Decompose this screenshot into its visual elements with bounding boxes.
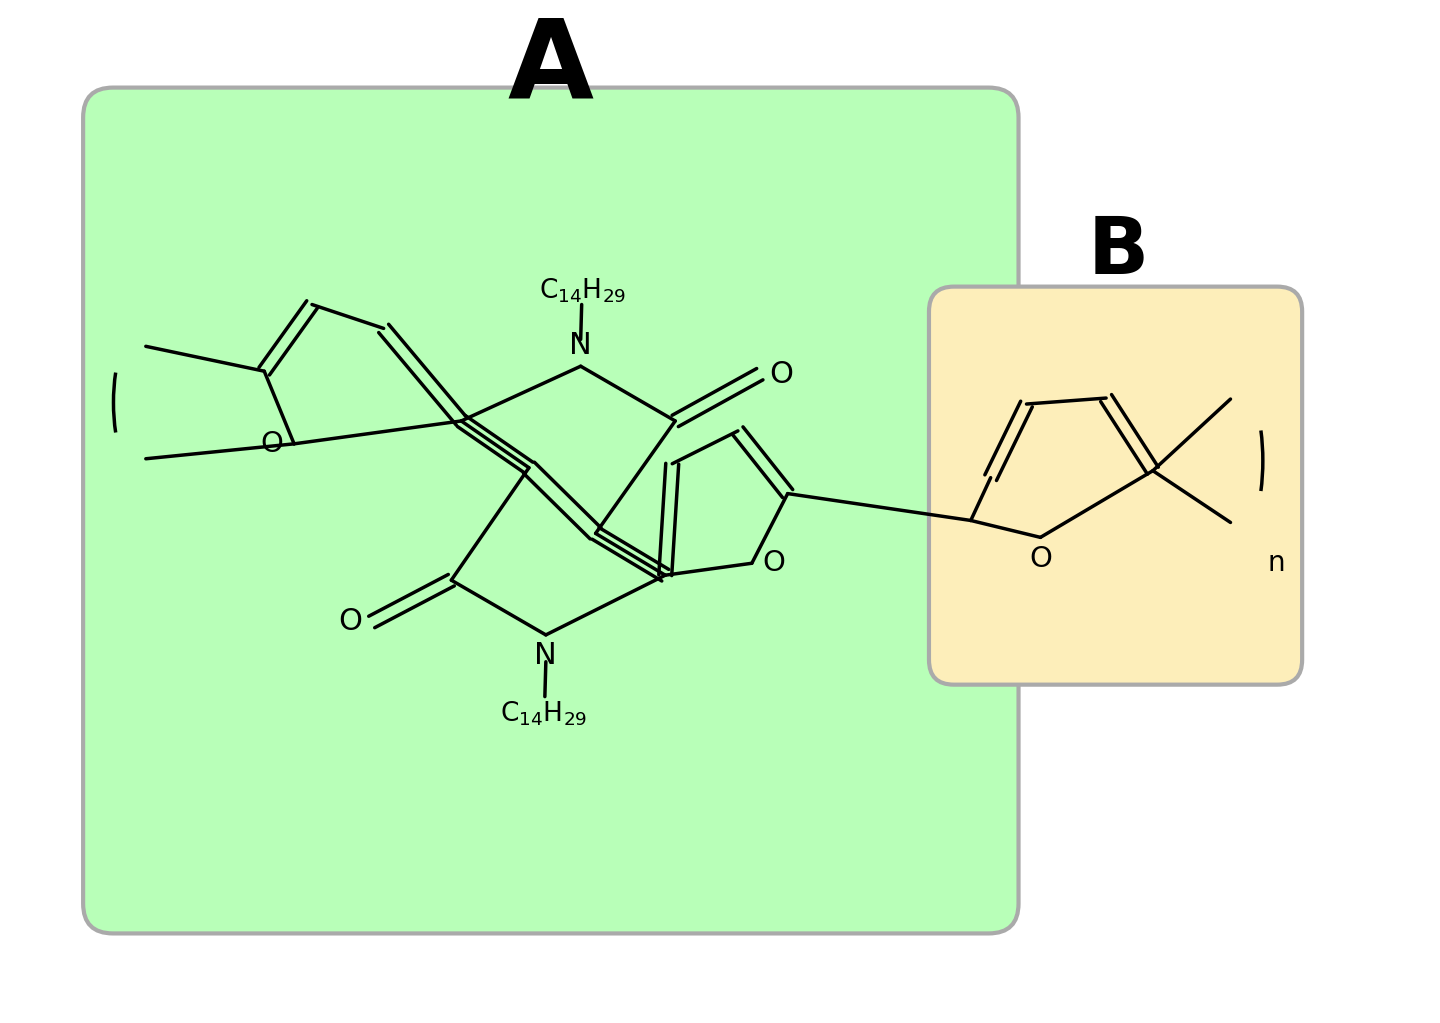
Text: N: N (569, 331, 592, 360)
Text: O: O (762, 549, 785, 577)
Text: O: O (338, 608, 361, 636)
Text: O: O (770, 360, 793, 389)
FancyBboxPatch shape (84, 88, 1018, 933)
Text: B: B (1087, 213, 1149, 291)
Text: O: O (1030, 545, 1051, 573)
Text: n: n (1267, 549, 1284, 577)
Text: C$_{14}$H$_{29}$: C$_{14}$H$_{29}$ (501, 700, 588, 728)
Text: N: N (534, 640, 557, 670)
Text: O: O (261, 430, 284, 458)
Text: C$_{14}$H$_{29}$: C$_{14}$H$_{29}$ (539, 276, 626, 305)
Text: A: A (508, 14, 593, 121)
FancyBboxPatch shape (929, 286, 1302, 684)
